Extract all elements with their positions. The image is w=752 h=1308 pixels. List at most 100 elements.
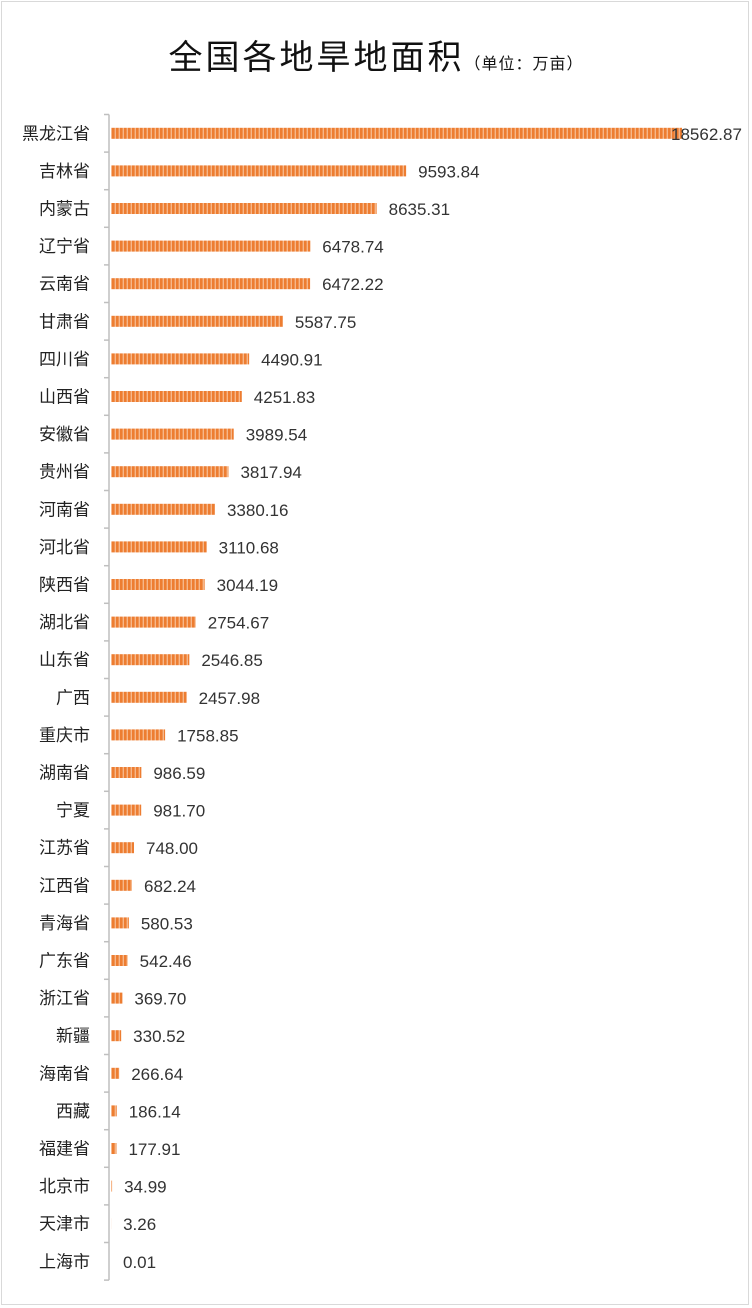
category-label: 甘肃省 [39, 312, 90, 332]
data-label: 3.26 [123, 1215, 156, 1234]
category-label: 云南省 [39, 275, 90, 295]
bar [111, 165, 407, 177]
data-label: 186.14 [129, 1102, 181, 1121]
category-label: 四川省 [39, 350, 90, 370]
bar [111, 315, 283, 327]
data-label: 5587.75 [295, 313, 356, 332]
bar [111, 879, 132, 891]
bar [111, 466, 229, 478]
data-label: 8635.31 [389, 200, 450, 219]
data-label: 4490.91 [261, 350, 322, 369]
data-label: 3380.16 [227, 501, 288, 520]
data-label: 1758.85 [177, 726, 238, 745]
category-label: 山西省 [39, 388, 90, 408]
bar [111, 1067, 120, 1079]
bar [111, 391, 242, 402]
category-label: 陕西省 [39, 576, 90, 596]
y-axis [104, 113, 110, 1281]
category-label: 吉林省 [39, 162, 90, 182]
data-label: 3989.54 [246, 426, 307, 445]
bar [111, 541, 207, 553]
value-labels: 18562.87 9593.84 8635.31 6478.74 6472.22 5587… [123, 125, 742, 1272]
data-label: 542.46 [140, 952, 192, 971]
data-label: 34.99 [124, 1178, 167, 1197]
bar [111, 955, 128, 966]
data-label: 2546.85 [201, 651, 262, 670]
category-label: 天津市 [39, 1215, 90, 1235]
data-label: 266.64 [131, 1065, 183, 1084]
data-label: 6478.74 [322, 238, 383, 257]
category-label: 重庆市 [39, 726, 90, 746]
category-label: 宁夏 [56, 801, 90, 821]
bar [111, 917, 129, 929]
data-label: 330.52 [133, 1027, 185, 1046]
data-label: 748.00 [146, 839, 198, 858]
bar [111, 691, 187, 703]
category-label: 辽宁省 [39, 237, 90, 257]
bar [111, 127, 682, 139]
category-label: 广西 [56, 688, 90, 708]
category-label: 河南省 [39, 500, 90, 520]
chart-unit-note: （单位：万亩） [464, 54, 584, 73]
category-label: 河北省 [39, 538, 90, 558]
bar [111, 992, 123, 1004]
data-label: 986.59 [153, 764, 205, 783]
category-label: 黑龙江省 [22, 124, 90, 144]
bar [111, 654, 190, 666]
bar [111, 616, 196, 628]
category-label: 西藏 [56, 1102, 90, 1122]
category-label: 江西省 [39, 876, 90, 896]
bar [111, 503, 215, 515]
data-label: 4251.83 [254, 388, 315, 407]
data-label: 369.70 [134, 990, 186, 1009]
bar-series [111, 127, 682, 1267]
data-label: 177.91 [128, 1140, 180, 1159]
bar [111, 579, 205, 590]
bar [111, 767, 142, 778]
bar [111, 1180, 113, 1192]
category-label: 青海省 [39, 914, 90, 934]
data-label: 18562.87 [671, 125, 742, 144]
bar [111, 203, 377, 214]
category-label: 内蒙古 [39, 200, 90, 220]
category-label: 山东省 [39, 651, 90, 671]
chart-title: 全国各地旱地面积 [168, 38, 465, 78]
data-label: 580.53 [141, 914, 193, 933]
bar [111, 804, 142, 816]
data-label: 682.24 [144, 877, 196, 896]
data-label: 6472.22 [322, 275, 383, 294]
category-label: 新疆 [56, 1027, 90, 1047]
category-label: 上海市 [39, 1252, 90, 1272]
bar [111, 428, 234, 440]
category-label: 广东省 [39, 952, 90, 972]
category-label: 江苏省 [39, 839, 90, 859]
data-label: 3110.68 [219, 538, 279, 557]
bar [111, 353, 250, 365]
data-label: 0.01 [123, 1253, 156, 1272]
bar [111, 240, 311, 252]
category-labels: 黑龙江省吉林省内蒙古辽宁省云南省甘肃省四川省山西省安徽省贵州省河南省河北省陕西省… [22, 124, 90, 1272]
data-label: 2457.98 [199, 689, 260, 708]
bar [111, 278, 311, 290]
category-label: 湖北省 [39, 613, 90, 633]
category-label: 湖南省 [39, 764, 90, 784]
category-label: 安徽省 [39, 425, 90, 445]
category-label: 北京市 [39, 1177, 90, 1197]
category-label: 浙江省 [39, 989, 90, 1009]
chart-title-block: 全国各地旱地面积（单位：万亩） [0, 30, 752, 79]
data-label: 3044.19 [217, 576, 278, 595]
bar [111, 729, 166, 741]
category-label: 贵州省 [39, 463, 90, 483]
data-label: 9593.84 [418, 162, 479, 181]
data-label: 3817.94 [240, 463, 301, 482]
bar [111, 1143, 117, 1154]
bar [111, 1105, 117, 1117]
bar [111, 1030, 122, 1042]
data-label: 2754.67 [208, 614, 269, 633]
data-label: 981.70 [153, 802, 205, 821]
category-label: 福建省 [39, 1140, 90, 1160]
category-label: 海南省 [39, 1064, 90, 1084]
bar [111, 842, 135, 854]
